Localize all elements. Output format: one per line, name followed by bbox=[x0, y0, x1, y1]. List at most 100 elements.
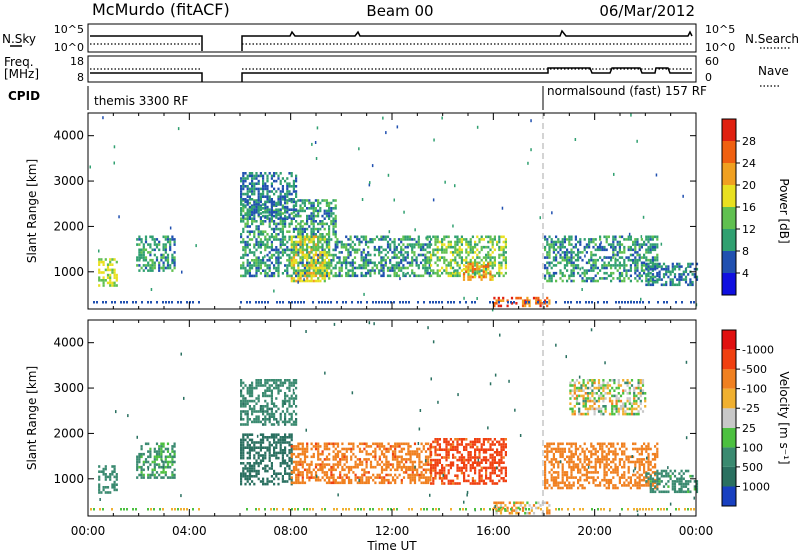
power-echo-cell bbox=[367, 251, 370, 254]
power-echo-cell bbox=[395, 264, 398, 267]
power-echo-cell bbox=[306, 266, 309, 270]
velocity-echo-cell bbox=[160, 476, 163, 479]
power-echo-cell bbox=[669, 283, 672, 287]
power-echo-cell bbox=[658, 270, 661, 274]
power-echo-cell bbox=[273, 187, 276, 191]
power-echo-cell bbox=[559, 253, 562, 257]
power-echo-cell bbox=[629, 258, 632, 262]
power-echo-cell bbox=[295, 177, 298, 180]
power-echo-cell bbox=[138, 235, 141, 239]
velocity-echo-cell bbox=[561, 486, 564, 490]
velocity-echo-cell bbox=[153, 468, 156, 472]
power-echo-cell bbox=[415, 258, 418, 262]
velocity-echo-cell bbox=[574, 465, 577, 469]
velocity-echo-cell bbox=[499, 501, 503, 505]
power-echo-cell bbox=[530, 148, 532, 152]
power-echo-cell bbox=[332, 248, 335, 252]
velocity-echo-cell bbox=[295, 481, 298, 485]
power-echo-cell bbox=[105, 301, 107, 304]
velocity-echo-cell bbox=[361, 460, 364, 464]
power-echo-cell bbox=[319, 264, 322, 267]
velocity-echo-cell bbox=[487, 458, 490, 462]
power-echo-cell bbox=[666, 301, 668, 304]
power-echo-cell bbox=[340, 274, 343, 278]
velocity-echo-cell bbox=[424, 463, 428, 466]
power-echo-cell bbox=[334, 225, 337, 228]
power-echo-cell bbox=[629, 253, 632, 257]
power-echo-cell bbox=[299, 274, 302, 278]
power-echo-cell bbox=[244, 246, 247, 249]
power-echo-cell bbox=[299, 243, 302, 246]
velocity-echo-cell bbox=[544, 450, 547, 453]
power-echo-cell bbox=[244, 272, 247, 275]
power-echo-cell bbox=[334, 240, 337, 244]
velocity-echo-cell bbox=[173, 442, 176, 446]
power-echo-cell bbox=[460, 235, 463, 239]
velocity-echo-cell bbox=[248, 386, 251, 390]
power-echo-cell bbox=[572, 271, 575, 275]
power-echo-cell bbox=[253, 185, 256, 188]
power-echo-cell bbox=[673, 273, 677, 276]
power-echo-cell bbox=[297, 222, 300, 226]
velocity-echo-cell bbox=[279, 381, 282, 385]
power-echo-cell bbox=[297, 243, 300, 246]
power-echo-cell bbox=[317, 272, 320, 275]
power-echo-cell bbox=[268, 195, 271, 198]
power-echo-cell bbox=[266, 243, 269, 246]
power-echo-cell bbox=[242, 220, 245, 223]
power-echo-cell bbox=[353, 266, 357, 270]
velocity-echo-cell bbox=[550, 450, 553, 453]
power-echo-cell bbox=[251, 259, 254, 262]
velocity-echo-cell bbox=[474, 443, 477, 446]
power-echo-cell bbox=[268, 198, 271, 201]
power-echo-cell bbox=[413, 238, 416, 241]
velocity-echo-cell bbox=[273, 381, 276, 385]
power-echo-cell bbox=[640, 279, 643, 283]
velocity-echo-cell bbox=[416, 471, 419, 474]
velocity-echo-cell bbox=[246, 433, 249, 436]
velocity-echo-cell bbox=[391, 455, 395, 459]
velocity-echo-cell bbox=[471, 479, 474, 483]
power-echo-cell bbox=[389, 266, 392, 270]
power-echo-cell bbox=[493, 258, 496, 262]
velocity-echo-cell bbox=[284, 441, 287, 444]
power-echo-cell bbox=[96, 301, 98, 304]
velocity-echo-cell bbox=[262, 433, 265, 436]
velocity-echo-cell bbox=[557, 481, 560, 485]
power-echo-cell bbox=[297, 253, 300, 257]
power-echo-cell bbox=[424, 264, 427, 267]
power-echo-cell bbox=[570, 243, 573, 246]
velocity-echo-cell bbox=[113, 483, 116, 486]
velocity-echo-cell bbox=[281, 381, 284, 385]
power-echo-cell bbox=[422, 243, 425, 246]
velocity-echo-cell bbox=[577, 486, 580, 490]
velocity-echo-cell bbox=[268, 480, 271, 483]
power-echo-cell bbox=[102, 284, 105, 287]
power-echo-cell bbox=[248, 187, 251, 191]
velocity-echo-cell bbox=[253, 386, 256, 390]
velocity-echo-cell bbox=[290, 438, 293, 442]
velocity-echo-cell bbox=[259, 433, 262, 436]
power-echo-cell bbox=[498, 274, 501, 278]
power-echo-cell bbox=[465, 265, 468, 268]
power-echo-cell bbox=[358, 147, 360, 151]
power-echo-cell bbox=[362, 238, 365, 241]
power-echo-cell bbox=[310, 240, 313, 244]
power-echo-cell bbox=[273, 192, 276, 196]
power-echo-cell bbox=[590, 251, 593, 254]
power-echo-cell bbox=[349, 238, 352, 241]
velocity-echo-cell bbox=[449, 438, 452, 441]
power-echo-cell bbox=[689, 262, 692, 266]
power-echo-cell bbox=[645, 235, 648, 239]
power-echo-cell bbox=[262, 190, 265, 193]
power-echo-cell bbox=[382, 116, 384, 120]
power-echo-cell bbox=[634, 266, 637, 270]
velocity-echo-cell bbox=[297, 478, 300, 482]
power-echo-cell bbox=[389, 269, 392, 272]
power-echo-cell bbox=[246, 203, 249, 206]
power-echo-cell bbox=[469, 269, 472, 272]
power-echo-cell bbox=[336, 245, 339, 249]
power-echo-cell bbox=[491, 240, 494, 244]
power-echo-cell bbox=[165, 301, 167, 304]
power-echo-cell bbox=[264, 211, 267, 214]
